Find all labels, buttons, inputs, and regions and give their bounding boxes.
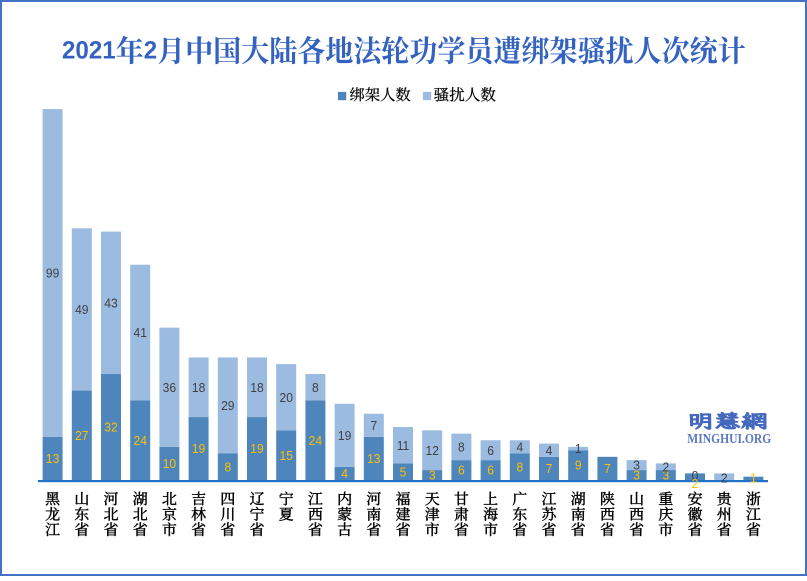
- svg-text:29: 29: [221, 399, 234, 413]
- svg-text:19: 19: [192, 442, 205, 456]
- svg-text:3: 3: [662, 468, 669, 482]
- svg-text:10: 10: [163, 457, 176, 471]
- svg-text:18: 18: [250, 381, 263, 395]
- svg-text:18: 18: [192, 381, 205, 395]
- svg-text:49: 49: [75, 303, 88, 317]
- svg-text:7: 7: [604, 462, 611, 476]
- svg-text:19: 19: [250, 442, 263, 456]
- svg-text:13: 13: [367, 452, 380, 466]
- svg-text:6: 6: [458, 463, 465, 477]
- svg-text:5: 5: [400, 465, 407, 479]
- svg-text:MINGHUI.ORG: MINGHUI.ORG: [687, 431, 771, 446]
- svg-text:15: 15: [279, 448, 292, 462]
- svg-text:11: 11: [397, 438, 410, 452]
- svg-text:2: 2: [662, 460, 669, 474]
- svg-text:36: 36: [163, 381, 176, 395]
- svg-text:4: 4: [546, 443, 553, 457]
- svg-text:24: 24: [133, 434, 146, 448]
- svg-text:3: 3: [429, 468, 436, 482]
- svg-text:6: 6: [487, 443, 494, 457]
- svg-text:8: 8: [516, 460, 523, 474]
- svg-text:0: 0: [692, 469, 699, 483]
- svg-text:20: 20: [279, 390, 292, 404]
- svg-text:24: 24: [309, 434, 322, 448]
- svg-text:8: 8: [224, 460, 231, 474]
- svg-text:13: 13: [46, 452, 59, 466]
- svg-text:99: 99: [46, 266, 59, 280]
- svg-text:8: 8: [458, 440, 465, 454]
- svg-text:2: 2: [692, 476, 699, 490]
- svg-text:1: 1: [750, 471, 757, 485]
- svg-text:1: 1: [575, 442, 582, 456]
- svg-text:7: 7: [370, 419, 377, 433]
- svg-text:8: 8: [312, 381, 319, 395]
- svg-text:4: 4: [516, 440, 523, 454]
- svg-text:7: 7: [546, 462, 553, 476]
- svg-text:32: 32: [104, 420, 117, 434]
- svg-text:27: 27: [75, 429, 88, 443]
- svg-text:6: 6: [487, 463, 494, 477]
- svg-text:3: 3: [633, 458, 640, 472]
- svg-text:43: 43: [104, 296, 117, 310]
- svg-text:2: 2: [721, 471, 728, 485]
- svg-text:19: 19: [338, 429, 351, 443]
- svg-text:9: 9: [575, 458, 582, 472]
- svg-text:4: 4: [341, 467, 348, 481]
- svg-text:3: 3: [633, 468, 640, 482]
- svg-text:41: 41: [133, 326, 146, 340]
- svg-text:12: 12: [425, 443, 438, 457]
